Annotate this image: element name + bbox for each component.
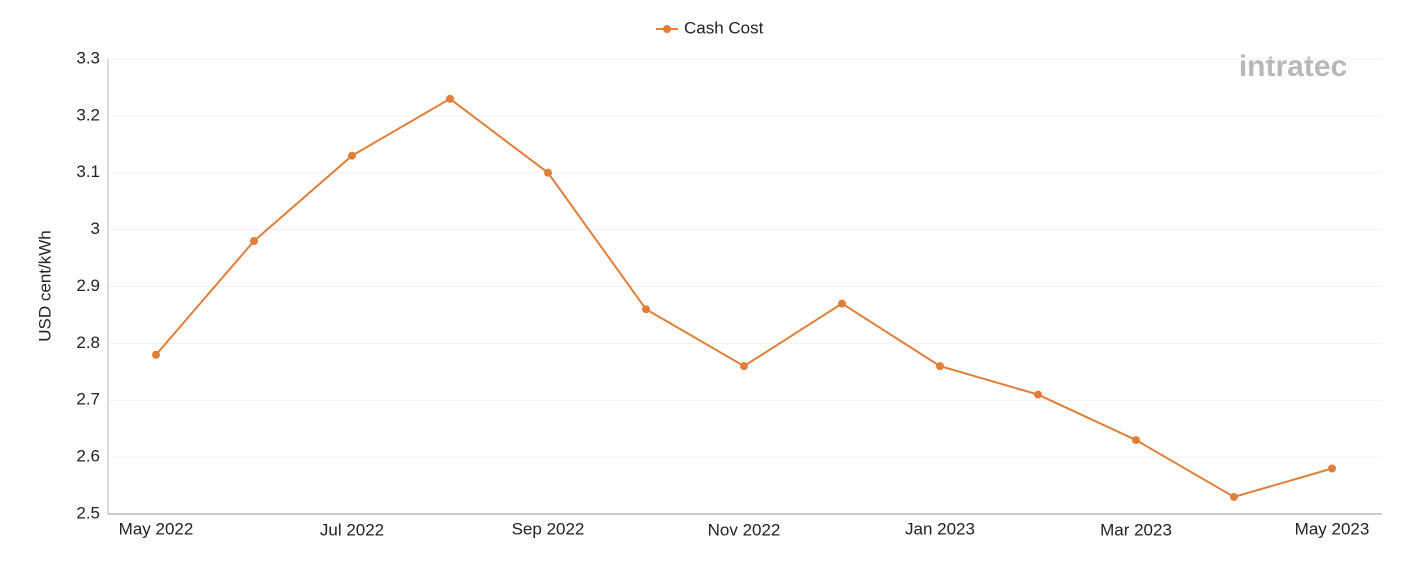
data-point — [348, 151, 356, 160]
y-tick-label: 2.6 — [76, 447, 100, 466]
data-point — [446, 94, 454, 103]
data-point — [1230, 492, 1238, 501]
y-tick-label: 2.7 — [76, 390, 100, 409]
y-tick-label: 3.3 — [76, 48, 100, 67]
y-axis-label: USD cent/kWh — [35, 230, 54, 341]
x-tick-label: Jul 2022 — [320, 520, 384, 539]
data-point — [740, 362, 748, 371]
x-tick-label: May 2023 — [1295, 519, 1370, 538]
y-tick-label: 3.2 — [76, 105, 100, 124]
y-tick-label: 2.5 — [76, 503, 100, 522]
x-tick-label: Nov 2022 — [708, 520, 781, 539]
data-point — [1328, 464, 1336, 473]
data-point — [642, 305, 650, 314]
x-tick-label: Jan 2023 — [905, 519, 975, 538]
x-tick-label: Mar 2023 — [1100, 520, 1172, 539]
y-tick-label: 2.8 — [76, 333, 100, 352]
legend-label: Cash Cost — [684, 18, 764, 37]
data-point — [544, 168, 552, 177]
data-point — [1034, 390, 1042, 399]
y-tick-label: 2.9 — [76, 276, 100, 295]
x-tick-label: May 2022 — [119, 519, 194, 538]
legend-marker — [663, 25, 671, 33]
series-line — [155, 97, 1333, 499]
data-point — [152, 350, 160, 359]
y-tick-label: 3.1 — [76, 162, 100, 181]
data-point — [838, 299, 846, 308]
x-tick-label: Sep 2022 — [512, 519, 585, 538]
data-point — [1132, 436, 1140, 445]
y-tick-label: 3 — [91, 219, 100, 238]
data-point — [936, 362, 944, 371]
watermark: intratec — [1239, 50, 1347, 83]
data-point — [250, 237, 258, 245]
